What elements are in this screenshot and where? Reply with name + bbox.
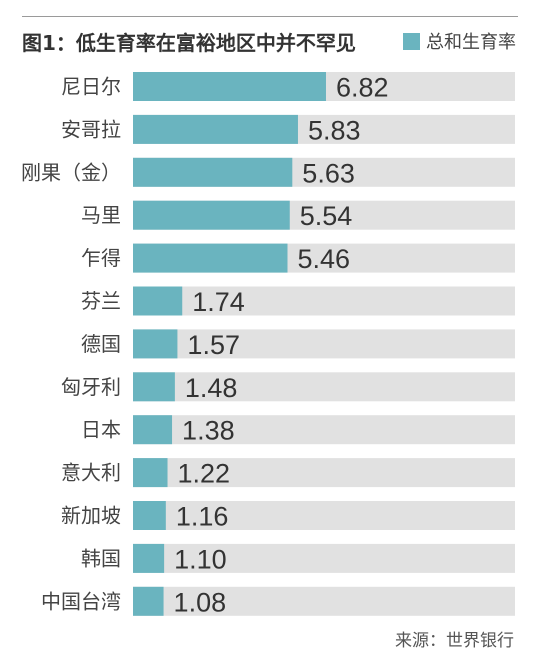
- bar-track: [133, 586, 515, 616]
- value-label: 5.63: [302, 158, 355, 188]
- source-note: 来源：世界银行: [395, 631, 514, 651]
- bar-track: [133, 415, 515, 445]
- bar: [133, 586, 164, 616]
- bar: [133, 114, 298, 144]
- bar: [133, 415, 173, 445]
- value-label: 1.57: [187, 330, 240, 360]
- legend-label: 总和生育率: [426, 32, 516, 53]
- bar: [133, 200, 290, 230]
- category-label: 安哥拉: [61, 117, 121, 141]
- bar-track: [133, 543, 515, 573]
- bar: [133, 372, 175, 402]
- value-label: 1.22: [178, 459, 231, 489]
- value-label: 1.74: [192, 287, 245, 317]
- value-label: 1.08: [174, 587, 227, 617]
- bar: [133, 243, 288, 273]
- value-label: 6.82: [336, 73, 389, 103]
- category-label: 尼日尔: [61, 75, 121, 99]
- value-label: 1.48: [185, 373, 238, 403]
- bar: [133, 286, 183, 316]
- category-label: 刚果（金）: [21, 160, 121, 184]
- bar: [133, 458, 168, 488]
- bar-track: [133, 286, 515, 316]
- chart-title: 图1：低生育率在富裕地区中并不罕见: [22, 31, 356, 55]
- bar: [133, 501, 166, 530]
- value-label: 5.46: [297, 244, 350, 274]
- category-label: 德国: [81, 332, 121, 356]
- value-label: 5.54: [300, 201, 353, 231]
- top-rule: [22, 16, 518, 17]
- value-label: 1.38: [182, 416, 235, 446]
- category-label: 意大利: [61, 461, 121, 485]
- category-label: 新加坡: [61, 504, 121, 528]
- bar: [133, 157, 293, 187]
- category-label: 日本: [81, 418, 121, 442]
- bar: [133, 72, 326, 101]
- bar-track: [133, 501, 515, 530]
- value-label: 5.83: [308, 115, 361, 145]
- value-label: 1.16: [176, 502, 229, 532]
- category-label: 芬兰: [81, 289, 121, 313]
- category-label: 马里: [81, 203, 121, 227]
- bar: [133, 543, 165, 573]
- category-label: 中国台湾: [41, 589, 121, 613]
- bar: [133, 329, 178, 359]
- category-label: 韩国: [81, 546, 121, 570]
- bar-track: [133, 458, 515, 488]
- legend-swatch: [403, 32, 420, 50]
- legend: 总和生育率: [403, 28, 516, 54]
- value-label: 1.10: [174, 544, 227, 574]
- category-label: 匈牙利: [61, 375, 121, 399]
- category-label: 乍得: [81, 246, 121, 270]
- bar-track: [133, 329, 515, 359]
- bar-track: [133, 372, 515, 402]
